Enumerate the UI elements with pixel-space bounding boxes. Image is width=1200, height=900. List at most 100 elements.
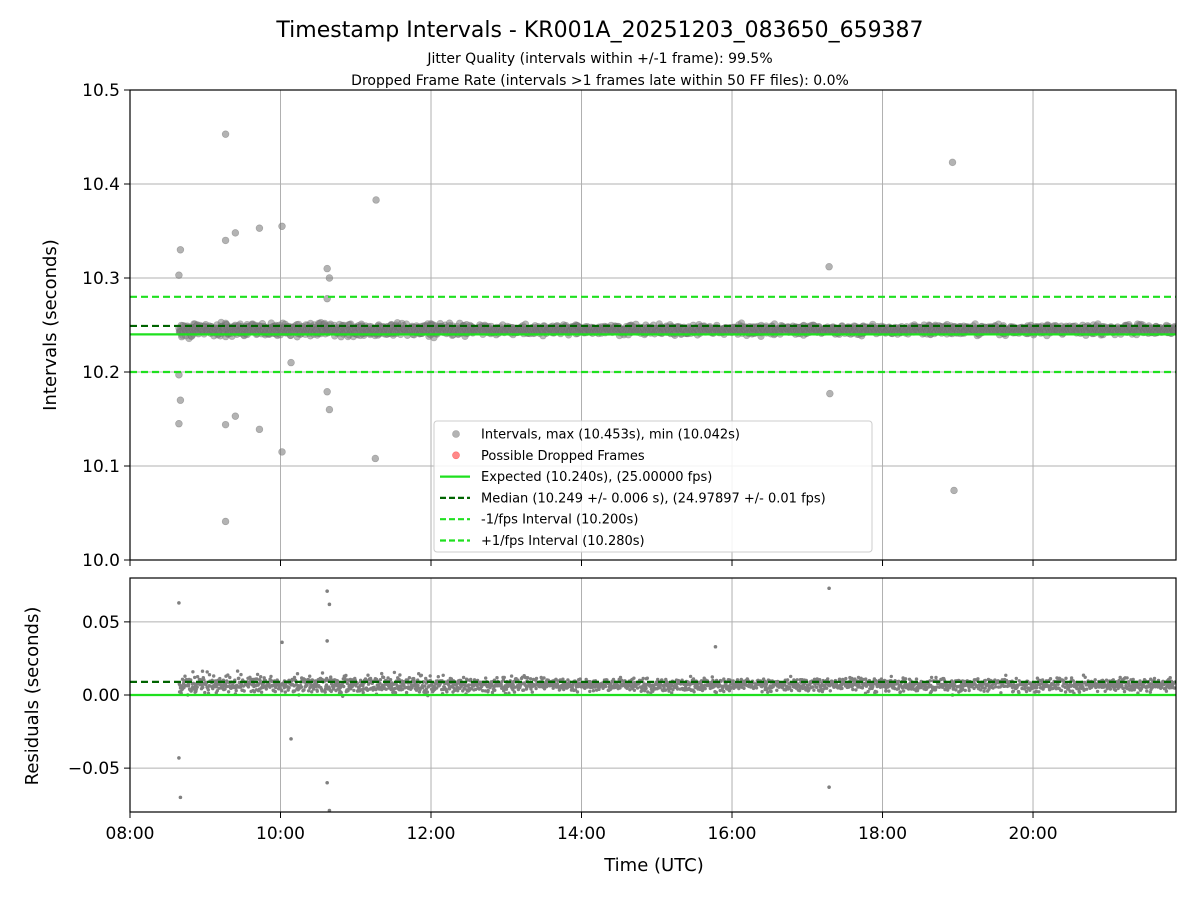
interval-outlier-point [176, 396, 185, 404]
residual-outlier-point [177, 756, 181, 760]
residual-point [731, 679, 735, 683]
interval-outlier-point [175, 420, 183, 428]
residual-point [825, 686, 829, 690]
residual-point [789, 688, 794, 693]
interval-outlier-point [948, 158, 957, 167]
interval-outlier-point [323, 388, 331, 396]
residual-point [467, 683, 471, 687]
residual-point [393, 686, 397, 691]
residual-point [255, 672, 260, 677]
residual-point [380, 671, 384, 676]
interval-outlier-point [323, 264, 331, 273]
residual-point [840, 686, 844, 691]
residual-point [381, 675, 386, 680]
residual-point [320, 671, 325, 675]
residual-point [1014, 676, 1018, 681]
residual-point [903, 677, 908, 681]
residual-outlier-point [177, 601, 181, 605]
residual-point [315, 689, 319, 693]
residual-point [398, 673, 402, 677]
residual-point [994, 685, 998, 689]
y-tick-label: 10.1 [82, 457, 120, 477]
residual-point [703, 686, 707, 691]
residual-point [812, 688, 816, 692]
residual-point [530, 690, 534, 694]
residual-point [714, 690, 718, 695]
residual-point [195, 675, 200, 679]
y-tick-label: 10.4 [82, 175, 120, 195]
residual-point [419, 673, 424, 677]
residual-point [269, 674, 273, 679]
residual-point [237, 676, 241, 680]
y-tick-label: 10.2 [82, 363, 120, 383]
residual-point [445, 690, 449, 694]
residual-point [1035, 685, 1039, 690]
residual-point [384, 687, 388, 691]
residual-point [302, 688, 306, 692]
residual-point [742, 686, 746, 690]
y-tick-label: 10.3 [82, 269, 120, 289]
residual-point [976, 677, 980, 681]
residual-point [493, 688, 497, 692]
residual-point [1048, 677, 1053, 681]
residual-point [246, 685, 251, 689]
residual-point [1152, 676, 1157, 681]
interval-outlier-point [175, 271, 183, 279]
residual-point [207, 673, 212, 677]
residual-point [404, 690, 409, 695]
residual-point [203, 690, 207, 695]
residual-point [1122, 689, 1127, 694]
interval-outlier-point [255, 224, 264, 232]
residual-point [722, 689, 726, 694]
residual-point [342, 684, 346, 689]
residual-point [259, 690, 264, 694]
residual-point [469, 677, 473, 682]
residual-point [461, 675, 466, 680]
plot-area [130, 578, 1176, 812]
residual-point [392, 670, 397, 675]
residual-point [1131, 677, 1135, 682]
residual-point [273, 689, 277, 694]
residual-point [303, 678, 307, 682]
residual-point [283, 690, 287, 694]
residual-point [914, 677, 919, 681]
residual-point [280, 689, 284, 693]
residual-point [754, 686, 759, 690]
residual-point [934, 675, 938, 680]
residual-point [287, 686, 291, 690]
residual-point [195, 685, 199, 689]
residual-point [837, 677, 842, 681]
residual-point [259, 675, 263, 679]
residual-point [495, 676, 499, 680]
residual-point [1064, 676, 1068, 680]
residual-point [646, 690, 650, 694]
residual-outlier-point [325, 589, 329, 593]
residual-point [299, 685, 304, 689]
residual-point [1011, 689, 1015, 693]
residual-point [561, 677, 565, 681]
residual-point [815, 685, 819, 689]
residual-point [967, 688, 971, 693]
residual-point [1071, 679, 1076, 683]
residual-point [323, 690, 327, 694]
residual-point [1056, 682, 1060, 686]
residual-points [177, 586, 1176, 812]
residual-point [982, 689, 986, 693]
residual-point [692, 690, 696, 694]
residual-point [851, 687, 855, 692]
interval-outlier-point [176, 246, 185, 254]
residual-point [641, 676, 645, 681]
residual-point [201, 685, 205, 690]
residual-point [901, 689, 906, 693]
residual-point [983, 678, 987, 683]
residual-point [898, 690, 903, 694]
residual-point [1077, 690, 1082, 694]
residual-point [632, 676, 636, 680]
residual-point [528, 677, 533, 681]
residual-point [929, 675, 934, 680]
residual-point [963, 688, 967, 693]
interval-outlier-point [278, 448, 286, 456]
residual-point [366, 673, 370, 677]
residual-point [588, 689, 592, 694]
residual-point [575, 690, 580, 694]
